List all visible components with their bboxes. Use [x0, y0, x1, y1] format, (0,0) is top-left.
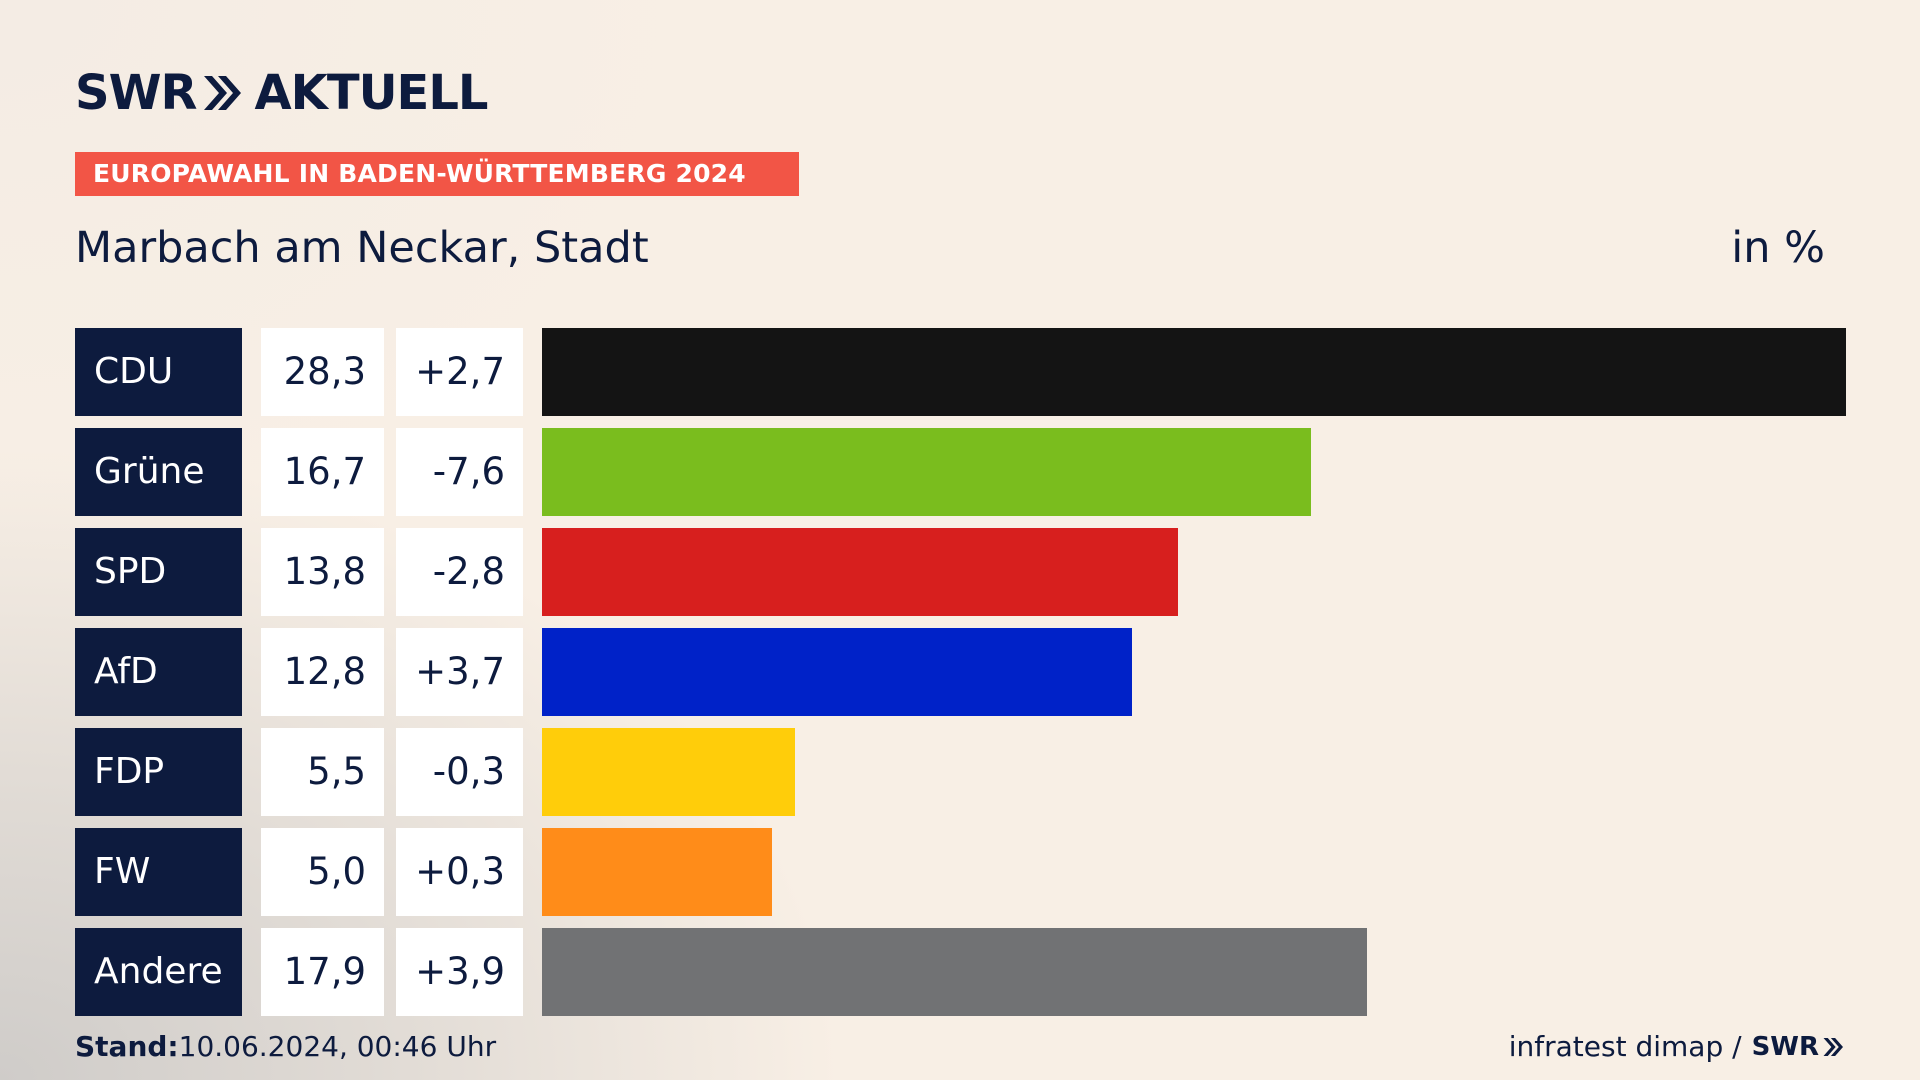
logo-aktuell-text: AKTUELL	[254, 65, 488, 121]
result-row: FDP 5,5 -0,3	[75, 728, 1846, 816]
bar-track	[542, 428, 1846, 516]
vote-share-value: 17,9	[261, 928, 384, 1016]
stand-value: 10.06.2024, 00:46 Uhr	[178, 1030, 497, 1063]
stand-label: Stand:	[75, 1030, 179, 1063]
bar-track	[542, 728, 1846, 816]
double-chevron-icon	[1823, 1038, 1843, 1056]
unit-label: in %	[1731, 223, 1825, 273]
footer-logo-text: SWR	[1751, 1032, 1819, 1062]
result-row: CDU 28,3 +2,7	[75, 328, 1846, 416]
bar-gr-ne	[542, 428, 1311, 516]
logo-swr-text: SWR	[75, 65, 197, 121]
chart-title: Marbach am Neckar, Stadt	[75, 223, 649, 273]
party-label: AfD	[75, 628, 242, 716]
result-row: AfD 12,8 +3,7	[75, 628, 1846, 716]
bar-track	[542, 928, 1846, 1016]
bar-fdp	[542, 728, 795, 816]
result-row: FW 5,0 +0,3	[75, 828, 1846, 916]
party-label: Andere	[75, 928, 242, 1016]
party-label: CDU	[75, 328, 242, 416]
bar-fw	[542, 828, 772, 916]
vote-share-value: 28,3	[261, 328, 384, 416]
party-label: FW	[75, 828, 242, 916]
result-row: Grüne 16,7 -7,6	[75, 428, 1846, 516]
vote-share-change: +2,7	[396, 328, 523, 416]
footer-swr-logo: SWR	[1752, 1030, 1844, 1064]
bar-afd	[542, 628, 1132, 716]
source-credit: infratest dimap / SWR	[1509, 1030, 1844, 1064]
bar-cdu	[542, 328, 1846, 416]
bar-track	[542, 828, 1846, 916]
bar-track	[542, 628, 1846, 716]
vote-share-value: 5,5	[261, 728, 384, 816]
vote-share-change: -2,8	[396, 528, 523, 616]
election-kicker: EUROPAWAHL IN BADEN-WÜRTTEMBERG 2024	[75, 152, 799, 196]
vote-share-value: 12,8	[261, 628, 384, 716]
bar-track	[542, 328, 1846, 416]
result-row: Andere 17,9 +3,9	[75, 928, 1846, 1016]
vote-share-value: 13,8	[261, 528, 384, 616]
vote-share-change: +3,7	[396, 628, 523, 716]
result-row: SPD 13,8 -2,8	[75, 528, 1846, 616]
party-label: FDP	[75, 728, 242, 816]
vote-share-change: -7,6	[396, 428, 523, 516]
party-label: Grüne	[75, 428, 242, 516]
vote-share-change: -0,3	[396, 728, 523, 816]
bar-track	[542, 528, 1846, 616]
timestamp: Stand:10.06.2024, 00:46 Uhr	[75, 1030, 496, 1064]
vote-share-change: +3,9	[396, 928, 523, 1016]
vote-share-value: 16,7	[261, 428, 384, 516]
bar-andere	[542, 928, 1367, 1016]
vote-share-value: 5,0	[261, 828, 384, 916]
source-text: infratest dimap /	[1508, 1030, 1742, 1063]
bar-spd	[542, 528, 1178, 616]
double-chevron-icon	[204, 76, 242, 110]
swr-aktuell-logo: SWR AKTUELL	[75, 65, 489, 121]
vote-share-change: +0,3	[396, 828, 523, 916]
party-label: SPD	[75, 528, 242, 616]
